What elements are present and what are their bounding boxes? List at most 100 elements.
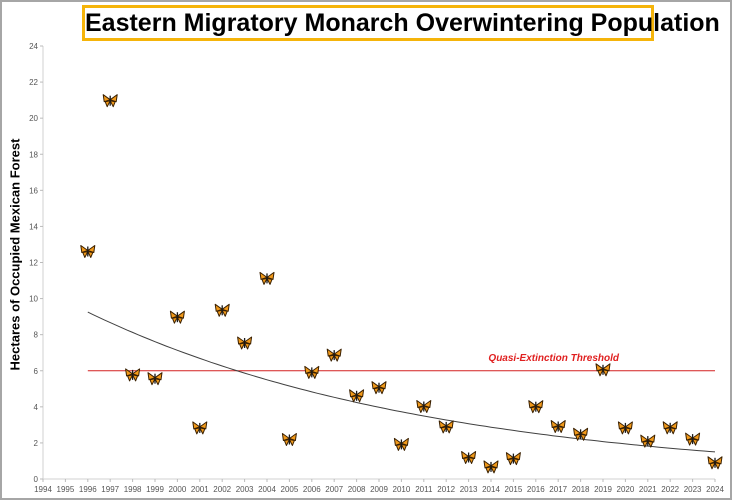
x-tick-label: 1995 (57, 485, 75, 494)
upper-left-wing (237, 336, 246, 345)
upper-left-wing (617, 421, 626, 430)
upper-right-wing (490, 460, 499, 469)
lower-left-wing (306, 371, 313, 379)
upper-right-wing (266, 271, 275, 280)
x-tick-label: 2011 (415, 485, 433, 494)
lower-right-wing (311, 371, 318, 379)
x-tick-label: 2015 (505, 485, 523, 494)
upper-right-wing (669, 421, 678, 430)
lower-left-wing (104, 100, 111, 108)
butterfly-icon (707, 456, 723, 470)
lower-left-wing (373, 387, 380, 395)
lower-right-wing (87, 251, 94, 258)
upper-left-wing (662, 421, 671, 430)
y-tick-label: 2 (34, 439, 39, 448)
butterfly-icon (550, 420, 566, 433)
lower-left-wing (552, 426, 559, 433)
lower-left-wing (619, 427, 626, 435)
lower-left-wing (216, 309, 223, 317)
lower-right-wing (288, 439, 295, 446)
lower-right-wing (333, 354, 340, 362)
upper-right-wing (221, 303, 230, 312)
butterfly-icon (102, 94, 118, 108)
upper-left-wing (125, 368, 134, 377)
x-tick-label: 2021 (639, 485, 657, 494)
upper-right-wing (512, 452, 521, 461)
upper-right-wing (445, 420, 454, 429)
x-tick-label: 1994 (34, 485, 52, 494)
y-tick-label: 12 (29, 259, 38, 268)
upper-left-wing (707, 456, 716, 465)
upper-left-wing (685, 432, 694, 441)
x-tick-label: 2001 (191, 485, 209, 494)
y-tick-label: 16 (29, 186, 38, 195)
y-tick-label: 4 (34, 403, 39, 412)
lower-left-wing (642, 440, 649, 448)
upper-right-wing (602, 363, 611, 372)
lower-right-wing (602, 369, 609, 377)
lower-right-wing (109, 100, 116, 108)
upper-left-wing (349, 389, 358, 398)
upper-left-wing (214, 303, 223, 312)
upper-right-wing (378, 381, 387, 390)
butterfly-icon (169, 310, 185, 324)
upper-right-wing (87, 245, 96, 253)
lower-right-wing (647, 440, 654, 448)
y-tick-label: 0 (34, 475, 39, 484)
upper-left-wing (438, 420, 447, 429)
x-tick-label: 1999 (146, 485, 164, 494)
x-tick-label: 2003 (236, 485, 254, 494)
butterfly-icon (304, 365, 320, 379)
butterfly-icon (483, 460, 499, 474)
upper-left-wing (505, 452, 514, 461)
x-tick-label: 2018 (572, 485, 590, 494)
upper-right-wing (468, 451, 477, 459)
lower-left-wing (575, 433, 582, 441)
upper-right-wing (535, 400, 544, 409)
upper-left-wing (573, 427, 582, 436)
upper-right-wing (423, 400, 432, 408)
lower-right-wing (154, 378, 161, 386)
x-tick-label: 2010 (393, 485, 411, 494)
lower-right-wing (669, 427, 676, 435)
butterfly-icon (326, 348, 342, 362)
x-tick-label: 2014 (482, 485, 500, 494)
x-tick-label: 2006 (303, 485, 321, 494)
lower-right-wing (714, 462, 721, 470)
upper-left-wing (80, 245, 89, 253)
upper-left-wing (371, 381, 380, 390)
x-tick-label: 2004 (258, 485, 276, 494)
upper-left-wing (304, 365, 313, 374)
upper-left-wing (281, 433, 290, 441)
x-tick-label: 2020 (617, 485, 635, 494)
lower-left-wing (507, 458, 514, 466)
lower-left-wing (239, 342, 246, 350)
lower-right-wing (692, 438, 699, 446)
butterfly-icon (595, 363, 611, 377)
lower-left-wing (395, 443, 402, 451)
butterfly-icon (505, 452, 521, 466)
butterfly-icon (281, 433, 297, 446)
upper-right-wing (288, 433, 297, 441)
butterfly-icon (371, 381, 387, 395)
lower-right-wing (244, 342, 251, 350)
lower-left-wing (261, 277, 268, 285)
lower-right-wing (423, 406, 430, 413)
lower-left-wing (127, 374, 134, 382)
upper-left-wing (259, 271, 268, 280)
upper-right-wing (580, 427, 589, 436)
lower-left-wing (440, 426, 447, 434)
x-tick-label: 1996 (79, 485, 97, 494)
x-tick-label: 2009 (370, 485, 388, 494)
y-tick-label: 20 (29, 114, 38, 123)
lower-left-wing (283, 439, 290, 446)
upper-left-wing (595, 363, 604, 372)
lower-right-wing (221, 309, 228, 317)
upper-left-wing (461, 451, 470, 459)
lower-right-wing (400, 443, 407, 451)
butterfly-icon (685, 432, 701, 446)
upper-left-wing (528, 400, 537, 409)
butterfly-icon (461, 451, 477, 464)
